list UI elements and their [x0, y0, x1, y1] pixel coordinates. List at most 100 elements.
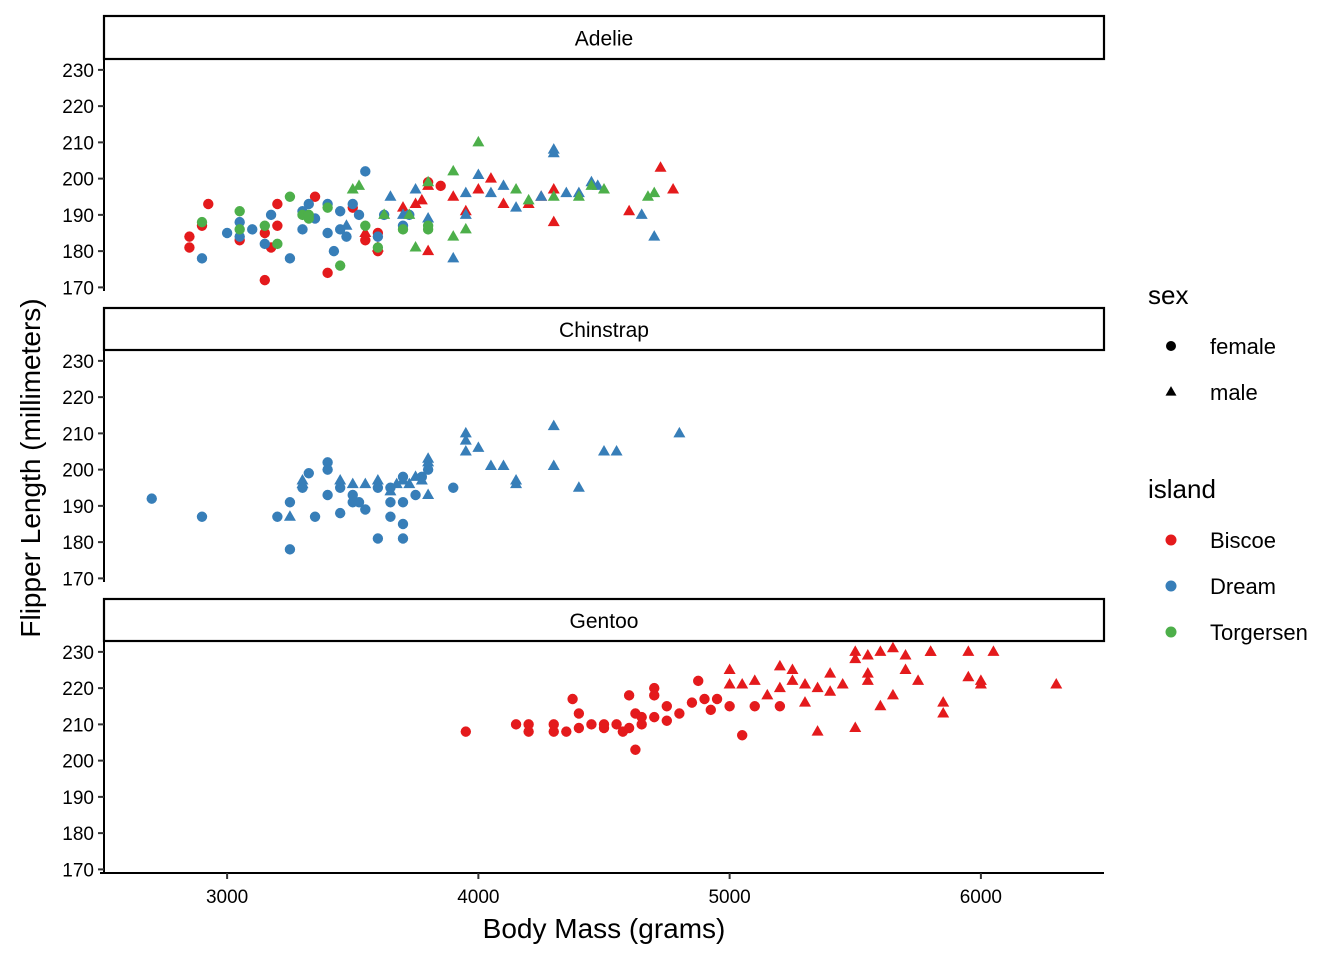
point-gentoo-biscoe-male: [799, 678, 812, 689]
point-adelie-dream-female: [247, 224, 258, 235]
point-chinstrap-dream-male: [334, 474, 347, 485]
point-gentoo-biscoe-male: [786, 674, 799, 685]
x-tick-label: 4000: [457, 887, 499, 908]
point-chinstrap-dream-female: [448, 482, 459, 493]
y-tick-label: 220: [62, 388, 94, 409]
y-tick-label: 210: [62, 133, 94, 154]
point-adelie-dream-female: [328, 245, 340, 257]
legend-key-male: [1165, 386, 1177, 396]
point-adelie-dream-male: [472, 168, 485, 179]
point-adelie-biscoe-male: [415, 193, 428, 205]
point-gentoo-biscoe-male: [886, 641, 899, 653]
point-chinstrap-dream-female: [303, 468, 314, 479]
point-adelie-biscoe-male: [396, 201, 409, 212]
y-tick-label: 180: [62, 824, 94, 845]
point-adelie-dream-female: [297, 224, 308, 235]
point-chinstrap-dream-male: [547, 459, 560, 470]
point-adelie-dream-female: [196, 253, 208, 264]
point-adelie-biscoe-male: [547, 215, 560, 227]
point-gentoo-biscoe-female: [586, 719, 597, 730]
point-adelie-dream-female: [341, 231, 352, 242]
point-gentoo-biscoe-female: [724, 701, 735, 712]
facet-label-adelie: Adelie: [575, 28, 633, 51]
x-axis-title: Body Mass (grams): [483, 913, 726, 944]
point-adelie-biscoe-male: [447, 190, 460, 201]
point-gentoo-biscoe-female: [598, 722, 610, 734]
point-adelie-dream-male: [635, 208, 648, 219]
point-adelie-dream-male: [510, 201, 523, 212]
point-adelie-dream-male: [459, 186, 472, 198]
point-chinstrap-dream-female: [322, 457, 333, 468]
point-chinstrap-dream-female: [284, 497, 296, 508]
point-adelie-biscoe-male: [497, 197, 510, 208]
point-adelie-dream-male: [409, 183, 422, 194]
y-tick-label: 230: [62, 643, 94, 664]
point-adelie-dream-male: [422, 212, 435, 223]
point-gentoo-biscoe-male: [799, 696, 812, 707]
point-chinstrap-dream-female: [272, 511, 283, 522]
x-axis: 3000 4000 5000 6000: [100, 872, 1104, 908]
point-adelie-biscoe-female: [184, 242, 195, 253]
point-gentoo-biscoe-male: [811, 681, 824, 693]
point-adelie-torgersen-male: [522, 193, 535, 205]
point-adelie-torgersen-male: [403, 208, 416, 219]
point-adelie-torgersen-female: [360, 220, 371, 231]
point-adelie-dream-male: [648, 230, 661, 241]
point-chinstrap-dream-male: [459, 426, 472, 438]
point-adelie-dream-female: [353, 209, 365, 221]
y-tick-label: 230: [62, 352, 94, 373]
y-tick-label: 220: [62, 679, 94, 700]
point-adelie-torgersen-male: [378, 208, 391, 219]
point-adelie-biscoe-male: [667, 183, 680, 194]
legend-label-torgersen: Torgersen: [1210, 620, 1308, 645]
point-adelie-torgersen-female: [272, 238, 283, 250]
x-tick-label: 5000: [708, 887, 750, 908]
facet-strip-chinstrap: [102, 306, 1106, 352]
y-tick-label: 170: [62, 569, 94, 590]
point-chinstrap-dream-male: [396, 474, 409, 485]
point-gentoo-biscoe-female: [523, 719, 534, 730]
point-chinstrap-dream-male: [610, 445, 623, 456]
point-adelie-biscoe-female: [360, 235, 371, 246]
point-adelie-torgersen-female: [303, 209, 314, 221]
point-adelie-biscoe-female: [322, 267, 333, 279]
point-chinstrap-dream-male: [459, 445, 472, 456]
x-tick-label: 3000: [206, 887, 248, 908]
point-gentoo-biscoe-male: [824, 667, 837, 678]
point-gentoo-biscoe-male: [874, 699, 887, 711]
point-adelie-torgersen-female: [196, 216, 208, 228]
point-adelie-torgersen-male: [422, 175, 435, 187]
points: [146, 135, 1063, 755]
point-gentoo-biscoe-female: [736, 730, 748, 741]
point-chinstrap-dream-female: [284, 544, 296, 555]
point-gentoo-biscoe-male: [861, 667, 874, 678]
point-gentoo-biscoe-female: [567, 693, 578, 705]
y-tick-label: 190: [62, 788, 94, 809]
point-gentoo-biscoe-male: [773, 659, 786, 671]
point-gentoo-biscoe-male: [736, 678, 749, 689]
point-adelie-biscoe-male: [422, 244, 435, 256]
legend-key-dream: [1165, 580, 1177, 592]
point-adelie-dream-female: [265, 209, 277, 221]
point-gentoo-biscoe-male: [773, 681, 786, 693]
point-chinstrap-dream-female: [385, 497, 396, 508]
y-tick-label: 230: [62, 61, 94, 82]
point-gentoo-biscoe-female: [548, 726, 559, 737]
legend-key-torgersen: [1165, 626, 1177, 638]
point-gentoo-biscoe-female: [661, 715, 673, 726]
facet-strip-adelie: [102, 14, 1106, 61]
y-axis-title: Flipper Length (millimeters): [15, 298, 46, 637]
point-chinstrap-dream-male: [390, 477, 403, 489]
point-adelie-dream-male: [484, 186, 497, 198]
legend-island: island Biscoe Dream Torgersen: [1148, 474, 1308, 645]
point-gentoo-biscoe-male: [962, 645, 975, 656]
point-adelie-torgersen-female: [397, 224, 409, 235]
point-gentoo-biscoe-male: [849, 652, 862, 664]
point-adelie-torgersen-male: [648, 186, 661, 198]
point-gentoo-biscoe-male: [849, 645, 862, 656]
legend-label-biscoe: Biscoe: [1210, 528, 1276, 553]
facet-label-chinstrap: Chinstrap: [559, 319, 649, 342]
point-gentoo-biscoe-male: [861, 649, 874, 660]
legend-label-female: female: [1210, 334, 1276, 359]
point-adelie-torgersen-male: [459, 222, 472, 234]
